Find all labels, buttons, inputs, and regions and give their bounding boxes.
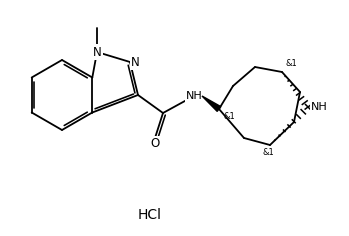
Text: &1: &1: [262, 148, 274, 157]
Text: N: N: [92, 46, 101, 59]
Text: HCl: HCl: [138, 208, 162, 222]
Text: NH: NH: [311, 102, 328, 112]
Text: O: O: [150, 137, 159, 150]
Text: &1: &1: [285, 59, 297, 68]
Text: N: N: [131, 55, 140, 68]
Text: &1: &1: [224, 112, 236, 121]
Text: NH: NH: [186, 91, 202, 101]
Polygon shape: [202, 96, 221, 111]
